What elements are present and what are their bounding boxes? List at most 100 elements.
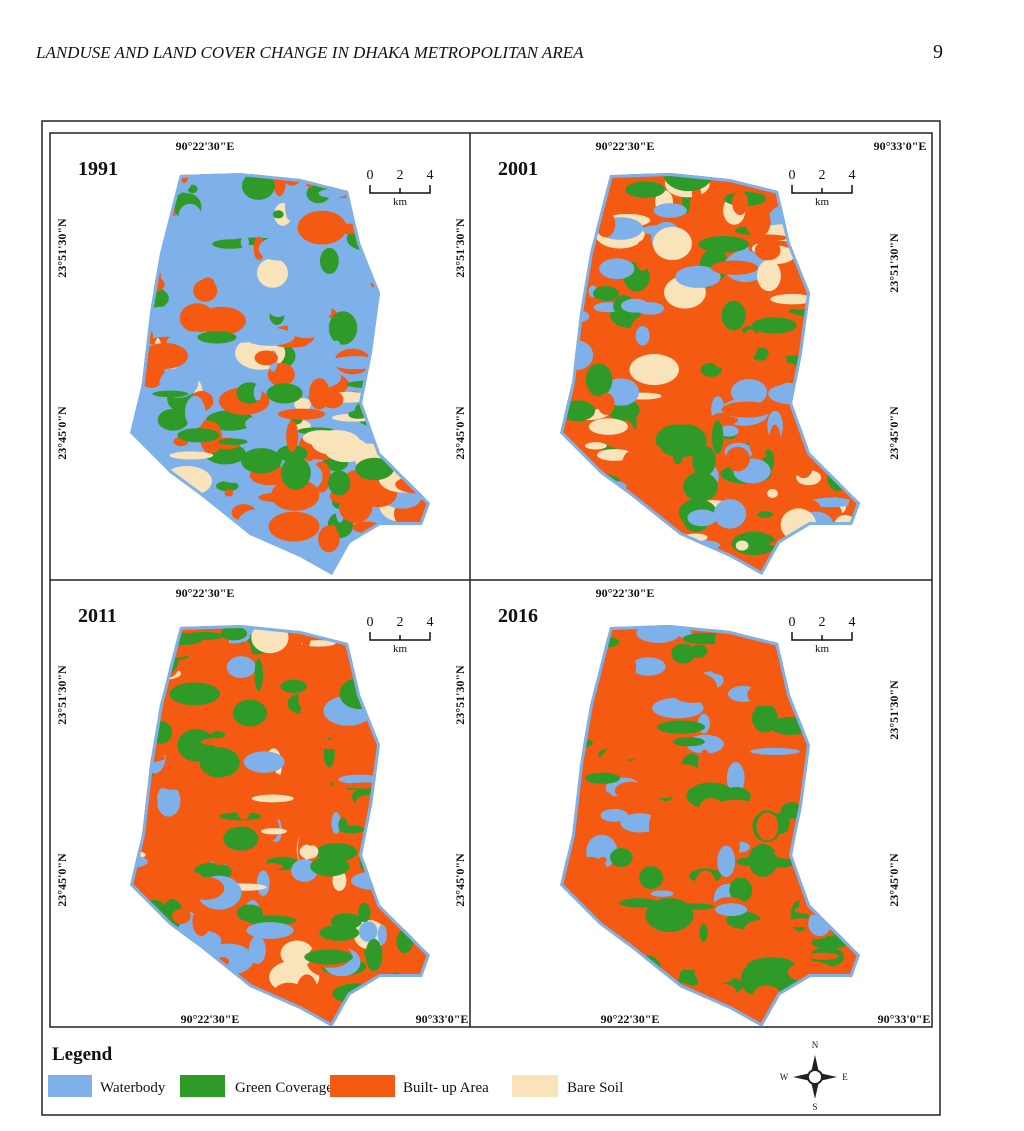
land-patch: [223, 826, 259, 851]
land-patch: [807, 384, 835, 403]
land-patch: [291, 743, 304, 761]
land-patch: [286, 420, 299, 452]
land-patch: [300, 717, 316, 743]
land-patch: [805, 760, 852, 785]
land-patch: [200, 186, 225, 205]
land-patch: [560, 189, 596, 211]
land-patch: [130, 830, 144, 844]
land-patch: [754, 240, 781, 261]
land-patch: [549, 860, 559, 892]
land-patch: [729, 877, 753, 903]
land-patch: [417, 530, 430, 561]
land-patch: [280, 456, 311, 490]
land-patch: [220, 626, 248, 641]
land-patch: [652, 697, 704, 719]
legend-swatch: [180, 1075, 225, 1097]
land-patch: [621, 298, 649, 313]
land-patch: [842, 257, 860, 266]
land-patch: [248, 935, 266, 965]
land-patch: [157, 408, 189, 431]
land-patch: [169, 451, 214, 460]
land-patch: [376, 747, 402, 778]
land-patch: [272, 982, 306, 1009]
land-patch: [560, 488, 585, 509]
land-patch: [419, 237, 430, 256]
land-patch: [258, 236, 300, 261]
land-patch: [570, 173, 604, 193]
land-patch: [721, 300, 746, 331]
land-patch: [130, 481, 144, 490]
latitude-label: 23°51'30"N: [55, 665, 69, 725]
land-patch: [257, 258, 289, 288]
land-patch: [610, 848, 633, 867]
land-patch: [197, 331, 237, 344]
panel-year: 2001: [498, 158, 538, 180]
scale-bar: [791, 185, 853, 194]
land-patch: [597, 392, 615, 415]
land-patch: [788, 181, 803, 213]
land-patch: [385, 210, 414, 227]
land-patch: [742, 234, 789, 242]
land-patch: [718, 425, 739, 437]
land-patch: [358, 214, 407, 232]
land-patch: [599, 258, 635, 280]
land-patch: [363, 198, 394, 231]
land-patch: [246, 922, 294, 939]
land-patch: [237, 266, 262, 285]
land-patch: [218, 469, 250, 483]
land-patch: [278, 408, 326, 420]
land-patch: [845, 199, 860, 222]
land-patch: [672, 737, 705, 747]
land-patch: [130, 304, 138, 334]
land-patch: [130, 471, 147, 488]
land-patch: [175, 971, 189, 982]
land-patch: [355, 748, 372, 757]
land-patch: [363, 237, 397, 257]
land-patch: [341, 301, 381, 311]
land-patch: [402, 979, 415, 1006]
land-patch: [130, 214, 134, 222]
latitude-label: 23°51'30"N: [453, 218, 467, 278]
land-patch: [658, 987, 679, 1008]
land-patch: [694, 983, 737, 998]
land-patch: [699, 798, 723, 816]
land-patch: [566, 868, 616, 876]
land-patch: [568, 937, 610, 966]
land-patch: [560, 959, 578, 982]
land-patch: [787, 961, 835, 983]
land-patch: [859, 838, 860, 866]
land-patch: [380, 879, 410, 888]
land-patch: [146, 917, 163, 930]
land-patch: [130, 690, 177, 716]
land-patch: [760, 366, 804, 383]
land-patch: [285, 192, 295, 221]
land-patch: [562, 235, 590, 264]
land-patch: [376, 178, 395, 190]
land-patch: [424, 229, 430, 261]
land-patch: [192, 907, 211, 936]
land-patch: [382, 435, 405, 461]
land-patch: [560, 826, 571, 848]
scale-bar: [369, 185, 431, 194]
scale-bar: [791, 632, 853, 641]
land-patch: [130, 855, 148, 868]
land-patch: [828, 267, 850, 301]
land-patch: [398, 217, 416, 250]
land-patch: [803, 228, 817, 262]
land-patch: [408, 762, 430, 777]
land-patch: [388, 908, 430, 918]
land-patch: [803, 234, 830, 260]
land-patch: [141, 662, 158, 695]
land-patch: [850, 231, 860, 247]
land-patch: [417, 460, 430, 474]
panel-year: 2016: [498, 605, 538, 627]
land-patch: [169, 682, 220, 706]
land-cover-map: [130, 625, 430, 1027]
land-patch: [141, 194, 151, 217]
land-patch: [767, 488, 778, 498]
land-patch: [393, 450, 425, 473]
land-patch: [841, 864, 860, 886]
land-patch: [373, 831, 420, 842]
compass: N W E S: [780, 1040, 849, 1112]
land-patch: [606, 436, 629, 448]
